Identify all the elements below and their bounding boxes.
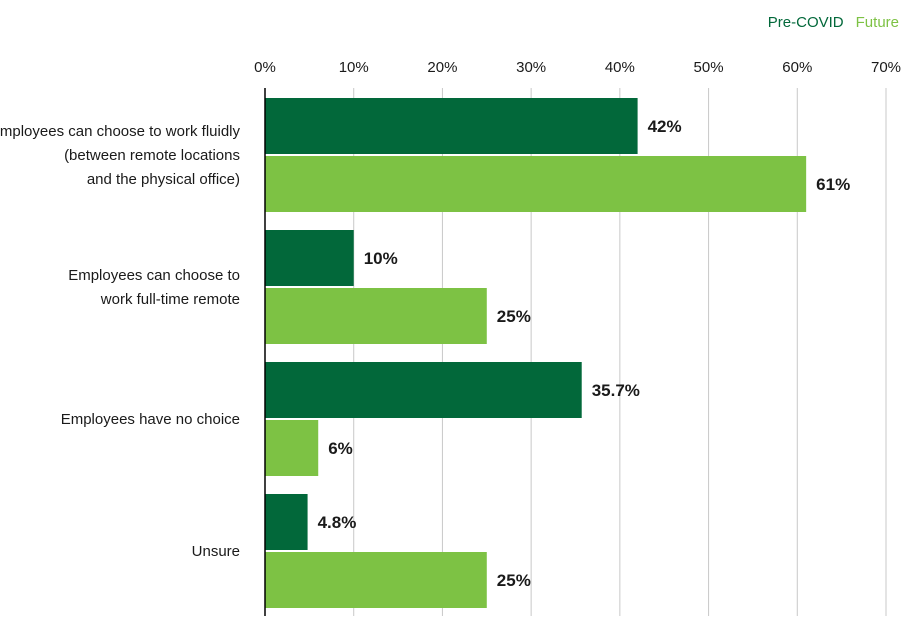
- bar-pre-covid: [265, 230, 354, 286]
- bar-future: [265, 552, 487, 608]
- data-label: 61%: [816, 175, 850, 194]
- legend-pre-covid: Pre-COVID: [767, 14, 844, 31]
- bar-future: [265, 420, 319, 476]
- data-label: 25%: [497, 571, 531, 590]
- x-tick-label: 30%: [516, 59, 546, 76]
- data-label: 4.8%: [318, 513, 357, 532]
- data-label: 35.7%: [592, 381, 640, 400]
- x-tick-label: 10%: [339, 59, 369, 76]
- category-label: Employees can choose to work fluidly: [0, 123, 240, 140]
- data-label: 42%: [648, 117, 682, 136]
- bar-pre-covid: [265, 362, 582, 418]
- category-label: and the physical office): [87, 171, 240, 188]
- x-tick-label: 20%: [427, 59, 457, 76]
- bar-pre-covid: [265, 494, 308, 550]
- x-tick-label: 0%: [254, 59, 276, 76]
- x-tick-label: 40%: [605, 59, 635, 76]
- category-label: Unsure: [192, 543, 240, 560]
- x-tick-label: 70%: [871, 59, 901, 76]
- data-label: 10%: [364, 249, 398, 268]
- bar-future: [265, 156, 807, 212]
- category-label: (between remote locations: [64, 147, 240, 164]
- x-tick-label: 60%: [782, 59, 812, 76]
- category-label: Employees can choose to: [68, 267, 240, 284]
- data-label: 25%: [497, 307, 531, 326]
- category-label: Employees have no choice: [61, 411, 240, 428]
- x-tick-label: 50%: [694, 59, 724, 76]
- legend: Pre-COVID Future: [768, 14, 899, 31]
- category-label: work full-time remote: [100, 291, 240, 308]
- legend-future: Future: [855, 14, 899, 31]
- bar-pre-covid: [265, 98, 638, 154]
- data-label: 6%: [328, 439, 353, 458]
- bar-future: [265, 288, 487, 344]
